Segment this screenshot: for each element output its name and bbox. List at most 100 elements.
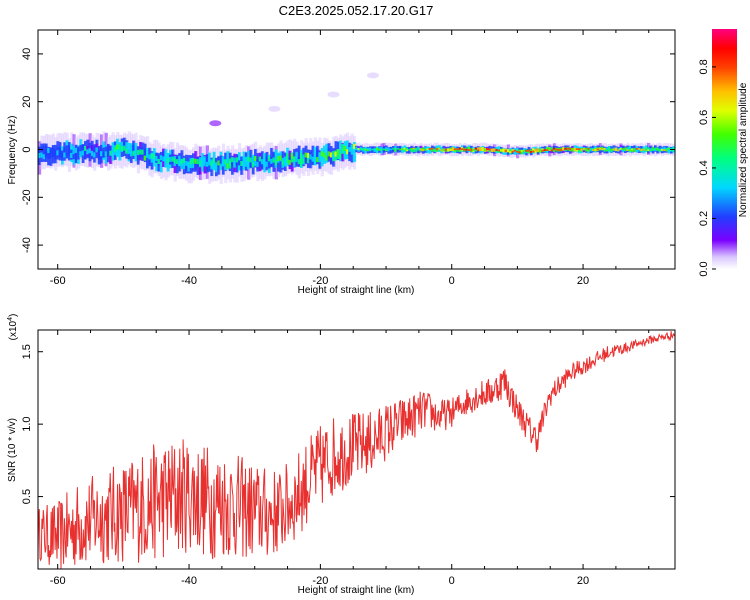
spectrogram-cell	[373, 148, 377, 153]
spectrogram-cell	[628, 146, 632, 151]
spectrogram-cell	[442, 149, 446, 151]
spectrogram-cell	[477, 147, 481, 151]
spectrogram-cell	[182, 159, 187, 170]
spectrogram-cell	[258, 156, 262, 162]
spectrogram-cell	[318, 153, 322, 159]
spectrogram-cell	[67, 148, 72, 154]
spectrogram-cell	[49, 151, 53, 157]
spectrogram-cell	[178, 161, 182, 167]
spectrogram-cell	[109, 150, 113, 156]
spectrogram-cell	[40, 152, 44, 158]
spectrogram-cell	[339, 140, 343, 159]
spectrogram-cell	[355, 147, 359, 150]
spectrogram-cell	[336, 149, 340, 155]
spectrogram-cell	[647, 147, 651, 151]
spectrogram-cell	[127, 148, 131, 154]
spectrogram-cell	[293, 156, 297, 162]
spectrogram-cell	[617, 149, 621, 152]
spectrogram-cell	[72, 149, 76, 160]
spectrogram-cell	[263, 153, 267, 164]
spectrogram-cell	[366, 149, 370, 152]
spectrogram-cell	[267, 156, 272, 162]
spectrogram-cell	[254, 156, 258, 162]
spectrogram-cell	[552, 148, 557, 152]
spectrogram-cell	[125, 148, 129, 154]
spectrogram-x-tick-label: 0	[449, 275, 455, 287]
spectrogram-cell	[437, 147, 442, 150]
spectrogram-cell	[295, 153, 299, 159]
colorbar-bar	[712, 29, 737, 269]
spectrogram-cell	[106, 146, 111, 157]
spectrogram-cell	[214, 164, 219, 170]
spectrogram-cell	[265, 156, 269, 167]
spectrogram-cell	[481, 147, 485, 151]
spectrogram-cell	[164, 157, 168, 168]
spectrogram-cell	[352, 143, 357, 162]
spectrogram-cell	[65, 145, 69, 156]
spectrogram-cell	[635, 147, 639, 150]
spectrogram-cell	[591, 149, 596, 151]
spectrogram-cell	[116, 145, 120, 156]
spectrogram-cell	[454, 148, 458, 152]
spectrogram-cell	[60, 152, 65, 158]
spectrogram-cell	[658, 148, 662, 151]
spectrogram-cell	[587, 147, 591, 150]
spectrogram-cell	[543, 149, 547, 151]
spectrogram-cell	[265, 161, 269, 167]
spectrogram-cell	[290, 153, 295, 159]
spectrogram-cell	[309, 154, 313, 160]
spectrogram-cell	[159, 153, 164, 173]
spectrogram-cell	[541, 149, 545, 152]
spectrogram-cell	[148, 154, 152, 160]
spectrogram-cell	[345, 149, 350, 155]
spectrogram-cell	[550, 149, 554, 152]
spectrogram-cell	[649, 149, 653, 152]
spectrogram-cell	[329, 153, 334, 164]
spectrogram-cell	[564, 148, 568, 150]
spectrogram-cell	[102, 152, 106, 158]
spectrogram-cell	[513, 150, 517, 155]
spectrogram-cell	[93, 145, 97, 156]
spectrogram-cell	[79, 151, 83, 157]
spectrogram-cell	[152, 154, 157, 160]
spectrogram-cell	[348, 146, 352, 152]
spectrogram-cell	[408, 148, 412, 151]
spectrogram-cell	[536, 148, 540, 152]
spectrogram-cell	[254, 156, 258, 167]
spectrogram-cell	[405, 147, 409, 151]
spectrogram-cell	[311, 156, 315, 162]
spectrogram-cell	[203, 157, 207, 163]
snr-x-tick-label: -20	[312, 575, 328, 587]
spectrogram-cell	[605, 149, 609, 152]
spectrogram-cell	[555, 148, 559, 151]
spectrogram-cell	[435, 148, 439, 151]
spectrogram-cell	[653, 148, 658, 151]
spectrogram-cell	[502, 149, 506, 152]
spectrogram-cell	[633, 148, 637, 152]
spectrogram-cell	[504, 150, 508, 152]
spectrogram-cell	[219, 155, 223, 166]
spectrogram-cell	[44, 145, 49, 156]
spectrogram-cell	[171, 156, 175, 162]
spectrogram-cell	[297, 159, 301, 165]
colorbar-tick-label: 0.4	[698, 160, 710, 175]
spectrogram-cell	[272, 153, 276, 172]
spectrogram-cell	[545, 149, 550, 151]
spectrogram-cell	[297, 145, 301, 165]
spectrogram-cell	[352, 143, 357, 149]
spectrogram-cell	[460, 148, 465, 151]
spectrogram-cell	[373, 148, 377, 150]
spectrogram-cell	[38, 152, 42, 159]
spectrogram-cell	[419, 148, 423, 151]
spectrogram-cell	[180, 159, 184, 165]
spectrogram-cell	[391, 147, 396, 150]
snr-x-tick-label: 0	[449, 575, 455, 587]
spectrogram-cell	[334, 141, 338, 160]
spectrogram-cell	[621, 148, 626, 151]
spectrogram-cell	[343, 147, 347, 158]
spectrogram-panel: -60 -40 -20 0 20 40 20 0 -20 -40 Height of strai…	[7, 29, 676, 296]
spectrogram-cell	[38, 147, 42, 158]
spectrogram-cell	[263, 160, 267, 166]
spectrogram-cell	[334, 151, 338, 157]
